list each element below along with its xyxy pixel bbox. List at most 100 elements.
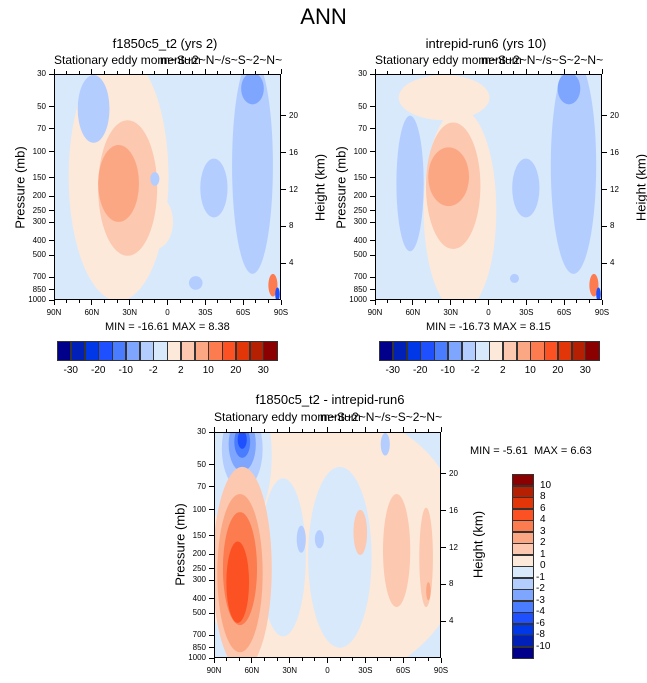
contour-region (268, 273, 278, 297)
ytick-right-label: 16 (449, 505, 458, 515)
contour-region (382, 494, 411, 608)
contour-region (596, 287, 601, 299)
xtick-minor (314, 429, 316, 432)
ytick-right-label: 8 (610, 221, 615, 231)
colorbar-label: 8 (540, 491, 546, 502)
ytick-right-mark (281, 152, 286, 154)
ytick-mark (370, 177, 375, 179)
xtick-mark (167, 69, 168, 74)
xtick-mark (601, 69, 603, 74)
xtick-mark (251, 658, 253, 663)
xtick-minor (116, 300, 118, 303)
xtick-label: 30N (122, 308, 137, 317)
xtick-minor (103, 300, 105, 303)
xtick-minor (352, 429, 354, 432)
ytick-mark (209, 634, 214, 636)
xtick-minor (226, 429, 228, 432)
ytick-mark (49, 128, 54, 130)
ytick-right-label: 12 (449, 542, 458, 552)
ytick-mark (370, 73, 375, 75)
ytick-mark (370, 151, 375, 153)
ytick-right-label: 20 (289, 110, 298, 120)
contour-region (237, 433, 247, 449)
xtick-mark (563, 69, 565, 74)
colorbar-label: 30 (579, 365, 591, 376)
ytick-mark (209, 509, 214, 511)
ytick-label: 70 (197, 481, 206, 491)
xtick-minor (78, 300, 80, 303)
colorbar-swatch (585, 341, 600, 361)
colorbar-swatch (112, 341, 127, 361)
panel-2-colorbar: -30 -20 -10 -2 2 10 20 30 (379, 341, 600, 376)
xtick-label: 60S (236, 308, 251, 317)
ytick-mark (209, 657, 214, 659)
ytick-mark (209, 464, 214, 466)
ytick-mark (49, 177, 54, 179)
xtick-minor (399, 300, 401, 303)
xtick-minor (238, 429, 240, 432)
ytick-right-mark (441, 473, 446, 475)
colorbar-swatch (544, 341, 559, 361)
xtick-minor (387, 71, 389, 74)
panel-diff-title: f1850c5_t2 - intrepid-run6 (255, 392, 405, 407)
ytick-mark (370, 221, 375, 223)
contour-region (589, 273, 599, 297)
contour-region (509, 273, 520, 283)
xtick-mark (412, 69, 414, 74)
ytick-label: 700 (192, 630, 206, 639)
xtick-minor (513, 71, 515, 74)
panel-2-ylabel-right: Height (km) (633, 153, 647, 222)
colorbar-label: -30 (63, 365, 78, 376)
xtick-mark (525, 300, 527, 305)
ytick-mark (49, 240, 54, 242)
colorbar-swatch (512, 589, 534, 601)
colorbar-swatch (139, 341, 154, 361)
xtick-minor (588, 71, 590, 74)
xtick-mark (402, 658, 404, 663)
ytick-label: 700 (32, 272, 46, 281)
ytick-mark (49, 195, 54, 197)
xtick-minor (551, 71, 553, 74)
ytick-mark (49, 221, 54, 223)
panel-1-colorbar: -30 -20 -10 -2 2 10 20 30 (57, 341, 278, 376)
colorbar-swatch (98, 341, 113, 361)
panel-1-title: f1850c5_t2 (yrs 2) (112, 36, 218, 51)
xtick-label: 60N (84, 308, 100, 317)
ytick-right-mark (602, 189, 607, 190)
xtick-mark (488, 300, 489, 305)
xtick-label: 60S (557, 308, 572, 317)
colorbar-swatch (530, 341, 545, 361)
contour-region (275, 287, 280, 299)
ytick-label: 200 (192, 549, 206, 559)
colorbar-label: 30 (257, 365, 269, 376)
xtick-mark (91, 69, 93, 74)
ytick-mark (209, 486, 214, 488)
xtick-minor (267, 300, 269, 303)
ytick-mark (370, 128, 375, 130)
colorbar-swatch (512, 497, 534, 509)
colorbar-swatch (512, 577, 534, 590)
ytick-label: 850 (353, 284, 367, 294)
ytick-mark (209, 612, 214, 614)
xtick-mark (129, 69, 131, 74)
colorbar-label: -30 (385, 365, 400, 376)
panel-1-plot-area (54, 74, 281, 300)
xtick-mark (450, 69, 452, 74)
ytick-right-label: 20 (449, 468, 458, 478)
xtick-mark (289, 658, 291, 663)
ytick-label: 70 (358, 123, 367, 133)
xtick-minor (500, 71, 502, 74)
colorbar-swatch (434, 341, 449, 361)
ytick-mark (209, 598, 214, 600)
xtick-minor (192, 300, 194, 303)
ytick-mark (49, 73, 54, 75)
xtick-minor (230, 300, 232, 303)
colorbar-label: -3 (536, 594, 545, 606)
colorbar-swatch (512, 508, 534, 521)
xtick-label: 90N (206, 666, 222, 675)
xtick-mark (412, 300, 414, 305)
xtick-mark (327, 658, 328, 663)
xtick-mark (129, 300, 131, 305)
colorbar-swatch (512, 531, 534, 544)
panel-diff-colorbar: 10 8 6 4 3 2 1 0 -1 -2 -3 -4 -6 -8 -10 (512, 474, 582, 659)
